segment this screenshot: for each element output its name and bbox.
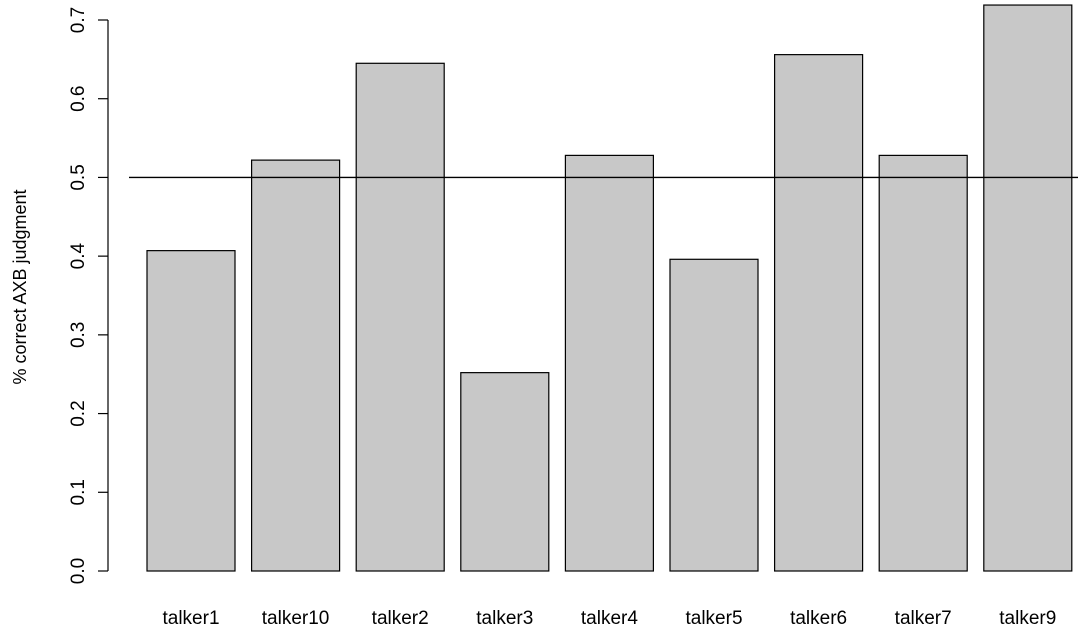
x-category-label: talker5 bbox=[685, 608, 742, 629]
bars-group bbox=[146, 4, 1073, 572]
x-category-label: talker10 bbox=[262, 608, 330, 629]
bar-talker4 bbox=[564, 154, 655, 572]
y-tick-label: 0.0 bbox=[68, 558, 89, 584]
bar-talker6 bbox=[773, 54, 864, 572]
y-tick-label: 0.3 bbox=[68, 322, 89, 348]
bar-talker1 bbox=[146, 250, 236, 572]
x-category-label: talker2 bbox=[372, 608, 429, 629]
y-tick-label: 0.4 bbox=[68, 243, 89, 270]
y-tick-label: 0.1 bbox=[68, 479, 89, 505]
bar-talker9 bbox=[983, 4, 1073, 572]
bar-talker10 bbox=[251, 159, 341, 572]
bar-talker3 bbox=[460, 372, 550, 572]
x-category-label: talker7 bbox=[895, 608, 952, 629]
y-tick-label: 0.5 bbox=[68, 164, 89, 190]
y-tick-label: 0.2 bbox=[68, 400, 89, 426]
bar-talker2 bbox=[355, 62, 445, 572]
bar-talker7 bbox=[878, 154, 968, 572]
category-labels: talker1 talker10 talker2 talker3 talker4 talk… bbox=[162, 608, 1056, 629]
bar-talker5 bbox=[669, 258, 759, 572]
x-category-label: talker3 bbox=[476, 608, 533, 629]
x-category-label: talker1 bbox=[162, 608, 219, 629]
x-category-label: talker4 bbox=[581, 608, 638, 629]
y-axis: 0.0 0.1 0.2 0.3 0.4 0.5 0.6 0.7 bbox=[68, 7, 109, 584]
y-tick-label: 0.7 bbox=[68, 7, 89, 33]
x-category-label: talker6 bbox=[790, 608, 847, 629]
y-axis-title: % correct AXB judgment bbox=[10, 189, 30, 384]
x-category-label: talker9 bbox=[999, 608, 1056, 629]
y-tick-label: 0.6 bbox=[68, 86, 89, 112]
